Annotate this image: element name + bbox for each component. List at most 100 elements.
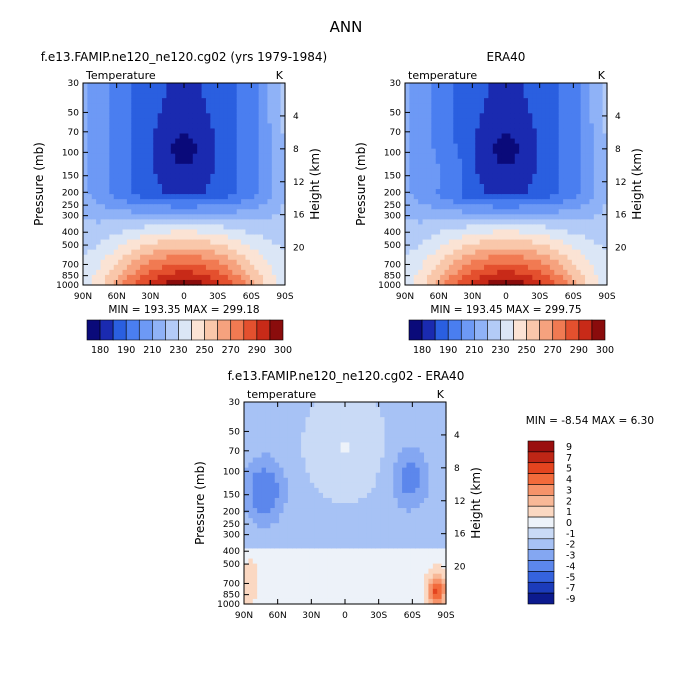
field-cell xyxy=(245,143,251,150)
field-cell xyxy=(422,274,428,281)
field-cell xyxy=(192,249,198,256)
field-cell xyxy=(214,148,220,155)
field-cell xyxy=(175,274,181,281)
field-cell xyxy=(214,234,220,241)
field-cell xyxy=(179,103,185,109)
field-cell xyxy=(131,123,137,130)
field-cell xyxy=(576,143,582,150)
field-cell xyxy=(305,427,311,433)
field-cell xyxy=(314,457,320,464)
field-cell xyxy=(362,523,368,529)
field-cell xyxy=(598,219,604,225)
field-cell xyxy=(214,138,220,145)
field-cell xyxy=(479,93,485,99)
field-cell xyxy=(205,214,211,220)
field-cell xyxy=(118,269,124,276)
field-cell xyxy=(462,173,468,180)
field-cell xyxy=(252,492,258,499)
field-cell xyxy=(567,269,573,276)
field-cell xyxy=(296,457,302,464)
field-cell xyxy=(126,229,132,236)
field-cell xyxy=(440,168,446,175)
field-cell xyxy=(279,437,285,443)
field-cell xyxy=(301,568,307,575)
field-cell xyxy=(506,189,511,195)
field-cell xyxy=(466,158,472,165)
field-cell xyxy=(580,168,586,175)
field-cell xyxy=(435,128,441,135)
field-cell xyxy=(305,548,311,555)
field-cell xyxy=(248,457,254,464)
field-cell xyxy=(122,118,128,124)
field-cell xyxy=(479,189,485,195)
field-cell xyxy=(100,244,106,251)
colorbar-swatch xyxy=(217,319,232,341)
field-cell xyxy=(405,249,410,256)
field-cell xyxy=(267,118,273,124)
field-cell xyxy=(340,462,346,469)
field-cell xyxy=(126,103,132,109)
field-cell xyxy=(501,199,507,205)
field-cell xyxy=(580,199,586,205)
field-cell xyxy=(580,274,586,281)
field-cell xyxy=(122,153,128,160)
field-cell xyxy=(271,234,277,241)
field-cell xyxy=(470,158,476,165)
field-cell xyxy=(166,98,172,104)
y2-tick-label: 16 xyxy=(293,211,305,221)
field-cell xyxy=(602,254,608,261)
variable-label: Temperature xyxy=(85,69,156,82)
field-cell xyxy=(219,138,225,145)
field-cell xyxy=(405,158,410,165)
field-cell xyxy=(554,128,560,135)
field-cell xyxy=(249,274,255,281)
field-cell xyxy=(305,442,311,449)
field-cell xyxy=(567,229,573,236)
field-cell xyxy=(118,83,124,89)
field-cell xyxy=(87,163,93,170)
field-cell xyxy=(448,83,454,89)
field-cell xyxy=(444,224,450,231)
field-cell xyxy=(170,83,176,89)
field-cell xyxy=(448,194,454,200)
field-cell xyxy=(576,98,582,104)
field-cell xyxy=(236,118,242,124)
field-cell xyxy=(327,578,333,585)
field-cell xyxy=(109,93,115,99)
field-cell xyxy=(249,229,255,236)
field-cell xyxy=(257,538,263,544)
field-cell xyxy=(113,123,119,130)
field-cell xyxy=(205,234,211,241)
field-cell xyxy=(549,103,555,109)
field-cell xyxy=(271,219,277,225)
field-cell xyxy=(405,184,410,190)
field-cell xyxy=(484,269,490,276)
field-cell xyxy=(197,209,203,215)
field-cell xyxy=(563,158,569,165)
field-cell xyxy=(305,543,311,550)
field-cell xyxy=(501,158,507,165)
field-cell xyxy=(479,168,485,175)
field-cell xyxy=(227,204,233,210)
field-cell xyxy=(144,118,150,124)
field-cell xyxy=(113,88,119,94)
field-cell xyxy=(276,244,282,251)
field-cell xyxy=(470,269,476,276)
field-cell xyxy=(418,279,424,286)
field-cell xyxy=(170,184,176,190)
field-cell xyxy=(318,513,324,519)
field-cell xyxy=(296,482,302,489)
field-cell xyxy=(340,432,346,438)
field-cell xyxy=(536,173,542,180)
field-cell xyxy=(184,224,189,231)
field-cell xyxy=(331,593,337,600)
field-cell xyxy=(336,588,342,595)
field-cell xyxy=(405,259,410,266)
field-cell xyxy=(271,173,277,180)
field-cell xyxy=(179,123,185,130)
field-cell xyxy=(241,178,247,185)
field-cell xyxy=(205,138,211,145)
field-cell xyxy=(484,143,490,150)
field-cell xyxy=(336,503,342,509)
field-cell xyxy=(232,128,238,135)
